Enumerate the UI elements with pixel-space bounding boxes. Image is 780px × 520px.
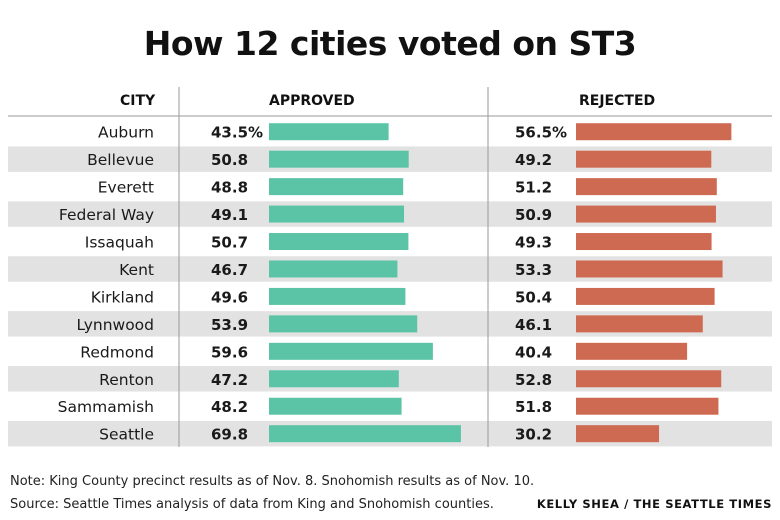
city-label: Issaquah <box>85 234 154 252</box>
approved-bar <box>269 123 389 141</box>
city-label: Auburn <box>98 124 154 142</box>
approved-value-label: 47.2 <box>211 371 248 389</box>
approved-value-label: 49.1 <box>211 206 248 224</box>
rejected-bar <box>576 370 722 388</box>
approved-bar <box>269 150 409 168</box>
approved-bar <box>269 397 402 415</box>
city-label: Federal Way <box>59 206 154 224</box>
city-label: Kent <box>119 261 154 279</box>
column-header-approved: APPROVED <box>269 93 355 109</box>
city-label: Sammamish <box>58 398 154 416</box>
rejected-value-label: 51.8 <box>515 398 552 416</box>
credit: KELLY SHEA / THE SEATTLE TIMES <box>536 497 772 511</box>
rejected-bar <box>576 315 703 333</box>
approved-value-label: 59.6 <box>211 343 248 361</box>
approved-value-label: 49.6 <box>211 288 248 306</box>
column-header-rejected: REJECTED <box>579 93 656 109</box>
rejected-bar <box>576 425 660 443</box>
rejected-value-label: 49.3 <box>515 234 552 252</box>
city-label: Redmond <box>80 343 154 361</box>
rejected-value-label: 30.2 <box>515 426 552 444</box>
approved-bar <box>269 260 398 278</box>
approved-value-label: 50.7 <box>211 234 248 252</box>
rejected-value-label: 51.2 <box>515 179 552 197</box>
approved-bar <box>269 205 405 223</box>
rejected-value-label: 49.2 <box>515 151 552 169</box>
rejected-value-label: 46.1 <box>515 316 552 334</box>
approved-value-label: 43.5% <box>211 124 263 142</box>
rejected-bar <box>576 342 688 360</box>
rejected-bar <box>576 123 732 141</box>
rejected-bar <box>576 397 719 415</box>
city-label: Everett <box>98 179 154 197</box>
approved-bar <box>269 178 404 196</box>
rejected-bar <box>576 178 717 196</box>
approved-value-label: 53.9 <box>211 316 248 334</box>
approved-bar <box>269 233 409 251</box>
rejected-value-label: 56.5% <box>515 124 567 142</box>
footnote: Note: King County precinct results as of… <box>10 474 535 489</box>
rejected-bar <box>576 205 716 223</box>
approved-bar <box>269 425 461 443</box>
city-label: Bellevue <box>87 151 154 169</box>
vote-bar-chart: Auburn 43.5% 56.5% Bellevue 50.8 49.2 Everett 4… <box>8 87 772 447</box>
city-label: Kirkland <box>91 288 154 306</box>
city-label: Renton <box>99 371 154 389</box>
approved-bar <box>269 315 418 333</box>
rejected-bar <box>576 287 715 305</box>
approved-bar <box>269 287 406 305</box>
city-label: Lynnwood <box>76 316 154 334</box>
source-note: Source: Seattle Times analysis of data f… <box>10 497 494 512</box>
column-header-city: CITY <box>120 93 156 109</box>
rejected-bar <box>576 150 712 168</box>
city-label: Seattle <box>99 426 154 444</box>
approved-value-label: 69.8 <box>211 426 248 444</box>
rejected-value-label: 52.8 <box>515 371 552 389</box>
approved-value-label: 48.8 <box>211 179 248 197</box>
rejected-bar <box>576 233 712 251</box>
rejected-value-label: 40.4 <box>515 343 552 361</box>
approved-bar <box>269 370 399 388</box>
approved-value-label: 46.7 <box>211 261 248 279</box>
approved-value-label: 48.2 <box>211 398 248 416</box>
chart-title: How 12 cities voted on ST3 <box>143 24 637 63</box>
rejected-bar <box>576 260 723 278</box>
rejected-value-label: 50.4 <box>515 288 552 306</box>
rejected-value-label: 53.3 <box>515 261 552 279</box>
approved-bar <box>269 342 433 360</box>
rejected-value-label: 50.9 <box>515 206 552 224</box>
approved-value-label: 50.8 <box>211 151 248 169</box>
